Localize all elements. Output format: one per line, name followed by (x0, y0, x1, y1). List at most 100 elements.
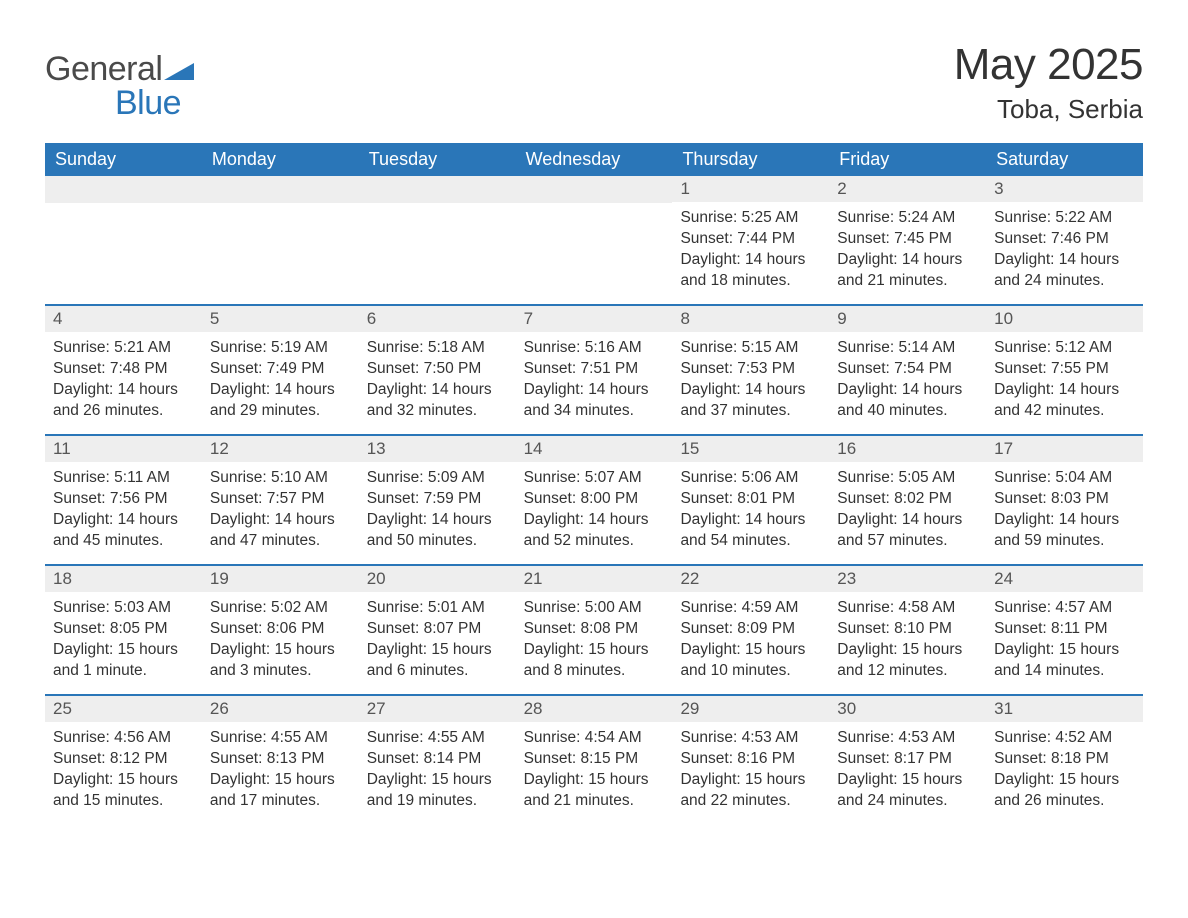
day-body: Sunrise: 5:14 AMSunset: 7:54 PMDaylight:… (829, 332, 986, 430)
daylight-text: Daylight: 15 hours and 14 minutes. (994, 640, 1135, 682)
sunrise-text: Sunrise: 5:07 AM (524, 468, 665, 489)
day-number: 30 (829, 696, 986, 722)
day-body: Sunrise: 4:52 AMSunset: 8:18 PMDaylight:… (986, 722, 1143, 820)
location-label: Toba, Serbia (954, 94, 1143, 125)
day-cell: 1Sunrise: 5:25 AMSunset: 7:44 PMDaylight… (672, 176, 829, 304)
day-number: 18 (45, 566, 202, 592)
brand-part1: General (45, 50, 162, 88)
daylight-text: Daylight: 14 hours and 21 minutes. (837, 250, 978, 292)
sunrise-text: Sunrise: 5:11 AM (53, 468, 194, 489)
brand-mark-icon (164, 52, 194, 86)
day-cell: 15Sunrise: 5:06 AMSunset: 8:01 PMDayligh… (672, 436, 829, 564)
day-cell: 26Sunrise: 4:55 AMSunset: 8:13 PMDayligh… (202, 696, 359, 824)
day-number: 15 (672, 436, 829, 462)
sunrise-text: Sunrise: 5:01 AM (367, 598, 508, 619)
day-body: Sunrise: 5:00 AMSunset: 8:08 PMDaylight:… (516, 592, 673, 690)
sunset-text: Sunset: 8:09 PM (680, 619, 821, 640)
week-row: 1Sunrise: 5:25 AMSunset: 7:44 PMDaylight… (45, 176, 1143, 304)
day-cell (202, 176, 359, 304)
month-title: May 2025 (954, 40, 1143, 90)
day-number: 29 (672, 696, 829, 722)
header-bar: General Blue May 2025 Toba, Serbia (45, 40, 1143, 125)
day-number: 31 (986, 696, 1143, 722)
day-cell: 2Sunrise: 5:24 AMSunset: 7:45 PMDaylight… (829, 176, 986, 304)
daylight-text: Daylight: 14 hours and 26 minutes. (53, 380, 194, 422)
day-number (359, 176, 516, 203)
day-number: 19 (202, 566, 359, 592)
sunset-text: Sunset: 8:15 PM (524, 749, 665, 770)
day-number: 14 (516, 436, 673, 462)
brand-logo: General Blue (45, 40, 194, 120)
daylight-text: Daylight: 14 hours and 52 minutes. (524, 510, 665, 552)
day-number: 3 (986, 176, 1143, 202)
day-number: 26 (202, 696, 359, 722)
sunrise-text: Sunrise: 4:52 AM (994, 728, 1135, 749)
day-body: Sunrise: 5:06 AMSunset: 8:01 PMDaylight:… (672, 462, 829, 560)
daylight-text: Daylight: 14 hours and 59 minutes. (994, 510, 1135, 552)
sunset-text: Sunset: 8:11 PM (994, 619, 1135, 640)
sunrise-text: Sunrise: 5:22 AM (994, 208, 1135, 229)
day-number: 16 (829, 436, 986, 462)
day-body: Sunrise: 5:10 AMSunset: 7:57 PMDaylight:… (202, 462, 359, 560)
day-number: 6 (359, 306, 516, 332)
week-row: 4Sunrise: 5:21 AMSunset: 7:48 PMDaylight… (45, 304, 1143, 434)
day-number: 1 (672, 176, 829, 202)
week-row: 25Sunrise: 4:56 AMSunset: 8:12 PMDayligh… (45, 694, 1143, 824)
day-body: Sunrise: 5:19 AMSunset: 7:49 PMDaylight:… (202, 332, 359, 430)
daylight-text: Daylight: 14 hours and 45 minutes. (53, 510, 194, 552)
day-body (45, 203, 202, 283)
day-body: Sunrise: 5:11 AMSunset: 7:56 PMDaylight:… (45, 462, 202, 560)
sunset-text: Sunset: 8:02 PM (837, 489, 978, 510)
sunset-text: Sunset: 7:59 PM (367, 489, 508, 510)
day-cell: 25Sunrise: 4:56 AMSunset: 8:12 PMDayligh… (45, 696, 202, 824)
daylight-text: Daylight: 15 hours and 15 minutes. (53, 770, 194, 812)
weekday-header: Monday (202, 143, 359, 176)
day-number (202, 176, 359, 203)
day-number: 12 (202, 436, 359, 462)
day-number: 25 (45, 696, 202, 722)
day-number (516, 176, 673, 203)
sunrise-text: Sunrise: 5:12 AM (994, 338, 1135, 359)
sunrise-text: Sunrise: 5:02 AM (210, 598, 351, 619)
sunrise-text: Sunrise: 5:19 AM (210, 338, 351, 359)
sunset-text: Sunset: 7:55 PM (994, 359, 1135, 380)
daylight-text: Daylight: 14 hours and 34 minutes. (524, 380, 665, 422)
day-number: 2 (829, 176, 986, 202)
weekday-header: Saturday (986, 143, 1143, 176)
day-cell: 21Sunrise: 5:00 AMSunset: 8:08 PMDayligh… (516, 566, 673, 694)
sunrise-text: Sunrise: 5:03 AM (53, 598, 194, 619)
sunset-text: Sunset: 7:45 PM (837, 229, 978, 250)
day-cell: 28Sunrise: 4:54 AMSunset: 8:15 PMDayligh… (516, 696, 673, 824)
day-cell: 12Sunrise: 5:10 AMSunset: 7:57 PMDayligh… (202, 436, 359, 564)
daylight-text: Daylight: 15 hours and 17 minutes. (210, 770, 351, 812)
day-body: Sunrise: 5:25 AMSunset: 7:44 PMDaylight:… (672, 202, 829, 300)
day-cell: 24Sunrise: 4:57 AMSunset: 8:11 PMDayligh… (986, 566, 1143, 694)
sunset-text: Sunset: 8:12 PM (53, 749, 194, 770)
daylight-text: Daylight: 14 hours and 29 minutes. (210, 380, 351, 422)
daylight-text: Daylight: 15 hours and 10 minutes. (680, 640, 821, 682)
sunrise-text: Sunrise: 4:53 AM (680, 728, 821, 749)
daylight-text: Daylight: 14 hours and 54 minutes. (680, 510, 821, 552)
weekday-header: Friday (829, 143, 986, 176)
day-number: 21 (516, 566, 673, 592)
day-cell: 19Sunrise: 5:02 AMSunset: 8:06 PMDayligh… (202, 566, 359, 694)
day-body: Sunrise: 5:03 AMSunset: 8:05 PMDaylight:… (45, 592, 202, 690)
day-number (45, 176, 202, 203)
sunrise-text: Sunrise: 4:57 AM (994, 598, 1135, 619)
weekday-header-row: SundayMondayTuesdayWednesdayThursdayFrid… (45, 143, 1143, 176)
sunset-text: Sunset: 8:14 PM (367, 749, 508, 770)
sunrise-text: Sunrise: 4:55 AM (367, 728, 508, 749)
brand-text: General Blue (45, 52, 194, 120)
daylight-text: Daylight: 15 hours and 24 minutes. (837, 770, 978, 812)
daylight-text: Daylight: 15 hours and 8 minutes. (524, 640, 665, 682)
sunrise-text: Sunrise: 4:54 AM (524, 728, 665, 749)
title-block: May 2025 Toba, Serbia (954, 40, 1143, 125)
sunrise-text: Sunrise: 5:14 AM (837, 338, 978, 359)
day-cell (359, 176, 516, 304)
day-body: Sunrise: 5:05 AMSunset: 8:02 PMDaylight:… (829, 462, 986, 560)
day-number: 22 (672, 566, 829, 592)
day-cell: 10Sunrise: 5:12 AMSunset: 7:55 PMDayligh… (986, 306, 1143, 434)
weekday-header: Sunday (45, 143, 202, 176)
sunset-text: Sunset: 8:00 PM (524, 489, 665, 510)
sunrise-text: Sunrise: 4:59 AM (680, 598, 821, 619)
